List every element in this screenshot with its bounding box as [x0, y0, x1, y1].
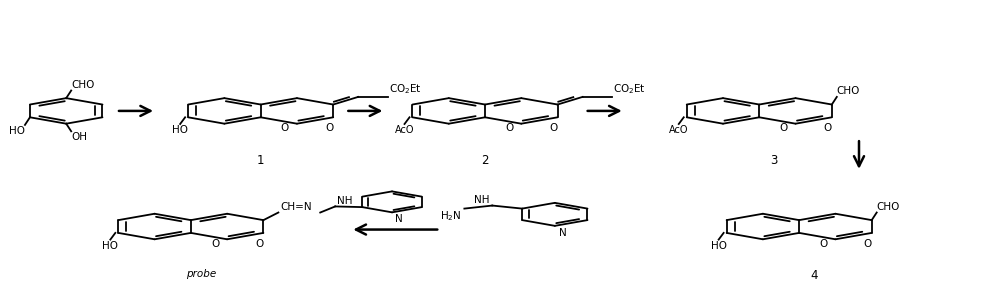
Text: O: O: [819, 239, 828, 249]
Text: NH: NH: [474, 195, 489, 205]
Text: O: O: [211, 239, 219, 249]
Text: HO: HO: [9, 126, 25, 136]
Text: O: O: [505, 123, 513, 133]
Text: 1: 1: [257, 154, 264, 166]
Text: HO: HO: [172, 125, 188, 135]
Text: 2: 2: [481, 154, 489, 166]
Text: AcO: AcO: [395, 125, 414, 135]
Text: O: O: [779, 123, 788, 133]
Text: O: O: [325, 123, 333, 133]
Text: HO: HO: [711, 240, 727, 251]
Text: N: N: [395, 214, 403, 224]
Text: H$_2$N: H$_2$N: [440, 209, 461, 223]
Text: CO$_2$Et: CO$_2$Et: [613, 83, 646, 96]
Text: O: O: [864, 239, 872, 249]
Text: CHO: CHO: [837, 86, 860, 96]
Text: N: N: [559, 228, 567, 238]
Text: CHO: CHO: [877, 202, 900, 212]
Text: CO$_2$Et: CO$_2$Et: [389, 83, 422, 96]
Text: O: O: [824, 123, 832, 133]
Text: 4: 4: [810, 269, 818, 282]
Text: probe: probe: [186, 269, 216, 279]
Text: O: O: [549, 123, 558, 133]
Text: CHO: CHO: [71, 80, 95, 90]
Text: OH: OH: [71, 132, 87, 142]
Text: CH=N: CH=N: [280, 202, 312, 212]
Text: AcO: AcO: [669, 125, 689, 135]
Text: NH: NH: [337, 196, 353, 206]
Text: 3: 3: [771, 154, 778, 166]
Text: O: O: [281, 123, 289, 133]
Text: HO: HO: [102, 240, 118, 251]
Text: O: O: [255, 239, 263, 249]
